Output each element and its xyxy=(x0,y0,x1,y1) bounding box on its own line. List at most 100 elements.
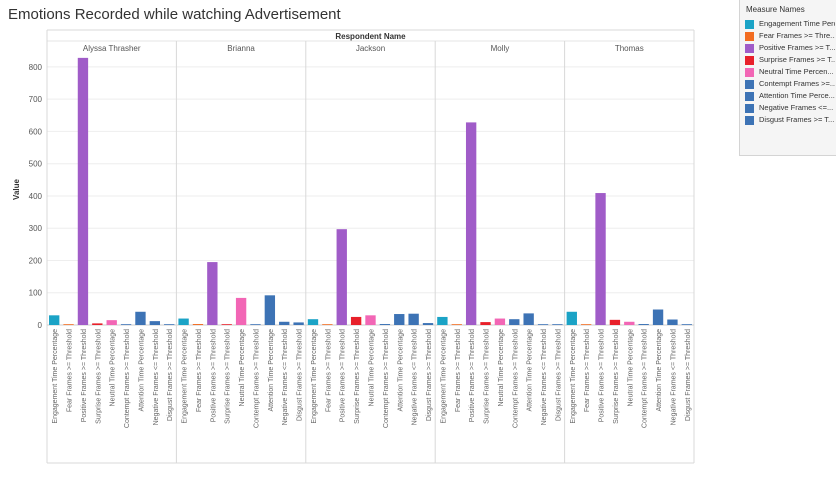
bar xyxy=(135,311,146,325)
bar xyxy=(307,319,319,325)
legend-label: Positive Frames >= T... xyxy=(759,43,835,52)
legend-item[interactable]: Fear Frames >= Thre... xyxy=(745,31,835,43)
x-tick-label: Positive Frames >= Threshold xyxy=(469,329,476,422)
legend-swatch xyxy=(745,68,754,77)
legend-item[interactable]: Surprise Frames >= T... xyxy=(745,55,835,67)
bar xyxy=(509,319,520,325)
x-tick-label: Neutral Time Percentage xyxy=(498,329,505,407)
panel-label: Molly xyxy=(491,44,510,53)
bar xyxy=(624,321,635,325)
x-tick-label: Negative Frames <= Threshold xyxy=(541,329,548,425)
y-tick-label: 300 xyxy=(29,224,43,233)
x-tick-label: Engagement Time Percentage xyxy=(570,329,577,424)
legend-label: Disgust Frames >= T... xyxy=(759,115,835,124)
bar xyxy=(465,122,477,326)
x-tick-label: Negative Frames <= Threshold xyxy=(282,329,289,425)
bar xyxy=(221,324,232,325)
x-tick-label: Surprise Frames >= Threshold xyxy=(613,329,620,424)
legend-item[interactable]: Attention Time Perce... xyxy=(745,91,835,103)
legend-label: Attention Time Perce... xyxy=(759,91,835,100)
bar xyxy=(250,324,261,325)
x-tick-label: Fear Frames >= Threshold xyxy=(455,329,462,412)
y-tick-label: 200 xyxy=(29,256,43,265)
x-tick-label: Neutral Time Percentage xyxy=(369,329,376,407)
legend[interactable]: Measure Names Engagement Time Perce... Fe… xyxy=(739,0,836,156)
x-tick-label: Fear Frames >= Threshold xyxy=(196,329,203,412)
panel-label: Brianna xyxy=(227,44,255,53)
x-tick-label: Positive Frames >= Threshold xyxy=(340,329,347,422)
x-tick-label: Neutral Time Percentage xyxy=(110,329,117,407)
x-tick-label: Engagement Time Percentage xyxy=(182,329,189,424)
bar xyxy=(379,324,391,325)
y-tick-label: 600 xyxy=(29,127,43,136)
x-tick-label: Attention Time Percentage xyxy=(138,329,145,412)
column-header: Respondent Name xyxy=(335,32,406,41)
x-tick-label: Negative Frames <= Threshold xyxy=(670,329,677,425)
x-tick-label: Surprise Frames >= Threshold xyxy=(225,329,232,424)
bar xyxy=(149,321,161,325)
panel-label: Jackson xyxy=(356,44,385,53)
bar xyxy=(264,295,276,325)
bar xyxy=(394,314,405,325)
x-tick-label: Disgust Frames >= Threshold xyxy=(685,329,692,421)
bar xyxy=(164,324,175,325)
x-tick-label: Disgust Frames >= Threshold xyxy=(426,329,433,421)
legend-label: Surprise Frames >= T... xyxy=(759,55,835,64)
x-tick-label: Positive Frames >= Threshold xyxy=(81,329,88,422)
x-tick-label: Disgust Frames >= Threshold xyxy=(167,329,174,421)
legend-swatch xyxy=(745,104,754,113)
legend-title: Measure Names xyxy=(746,5,805,14)
legend-item[interactable]: Neutral Time Percen... xyxy=(745,67,835,79)
y-tick-label: 100 xyxy=(29,289,43,298)
y-tick-label: 500 xyxy=(29,160,43,169)
x-tick-label: Engagement Time Percentage xyxy=(311,329,318,424)
bar xyxy=(178,318,189,325)
bar xyxy=(422,323,434,325)
legend-item[interactable]: Positive Frames >= T... xyxy=(745,43,835,55)
bar xyxy=(365,315,376,325)
bar xyxy=(480,322,491,325)
legend-swatch xyxy=(745,80,754,89)
bar xyxy=(667,319,678,325)
legend-item[interactable]: Disgust Frames >= T... xyxy=(745,115,835,127)
legend-label: Engagement Time Perce... xyxy=(759,19,835,28)
bar xyxy=(580,324,592,325)
legend-swatch xyxy=(745,44,754,53)
bar xyxy=(552,324,563,325)
panel-label: Alyssa Thrasher xyxy=(83,44,141,53)
x-tick-label: Surprise Frames >= Threshold xyxy=(484,329,491,424)
bar xyxy=(120,324,132,325)
bar xyxy=(63,324,74,325)
x-tick-label: Contempt Frames >= Threshold xyxy=(383,329,390,428)
y-axis-title: Value xyxy=(12,179,21,200)
x-tick-label: Attention Time Percentage xyxy=(656,329,663,412)
bar xyxy=(537,324,549,325)
legend-swatch xyxy=(745,32,754,41)
bar xyxy=(235,297,247,325)
x-tick-label: Attention Time Percentage xyxy=(397,329,404,412)
bar xyxy=(566,311,577,325)
x-tick-label: Attention Time Percentage xyxy=(268,329,275,412)
legend-swatch xyxy=(745,116,754,125)
bar xyxy=(408,313,419,325)
x-tick-label: Fear Frames >= Threshold xyxy=(67,329,74,412)
bar xyxy=(49,315,60,325)
legend-label: Fear Frames >= Thre... xyxy=(759,31,835,40)
legend-item[interactable]: Engagement Time Perce... xyxy=(745,19,835,31)
legend-item[interactable]: Contempt Frames >=... xyxy=(745,79,835,91)
bar xyxy=(92,323,103,325)
legend-label: Negative Frames <=... xyxy=(759,103,834,112)
x-tick-label: Fear Frames >= Threshold xyxy=(325,329,332,412)
x-tick-label: Negative Frames <= Threshold xyxy=(153,329,160,425)
bar xyxy=(350,316,362,325)
x-tick-label: Negative Frames <= Threshold xyxy=(412,329,419,425)
x-tick-label: Surprise Frames >= Threshold xyxy=(95,329,102,424)
x-tick-label: Positive Frames >= Threshold xyxy=(599,329,606,422)
legend-swatch xyxy=(745,56,754,65)
x-tick-label: Fear Frames >= Threshold xyxy=(584,329,591,412)
bar xyxy=(595,193,606,325)
y-tick-label: 700 xyxy=(29,95,43,104)
bar xyxy=(638,324,649,325)
x-tick-label: Contempt Frames >= Threshold xyxy=(512,329,519,428)
legend-item[interactable]: Negative Frames <=... xyxy=(745,103,835,115)
